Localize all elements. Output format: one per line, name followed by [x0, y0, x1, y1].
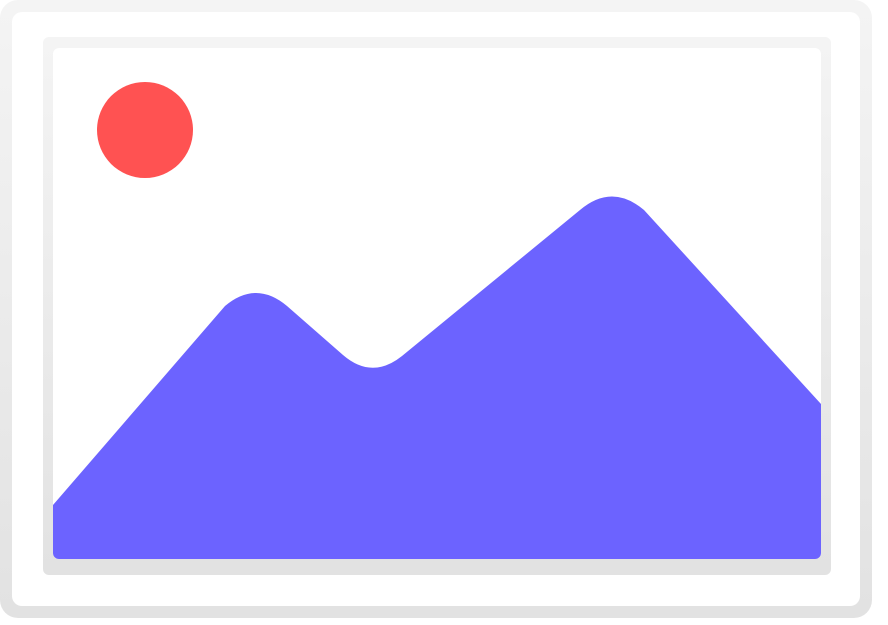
mountains-icon [53, 196, 821, 559]
sun-icon [97, 82, 193, 178]
